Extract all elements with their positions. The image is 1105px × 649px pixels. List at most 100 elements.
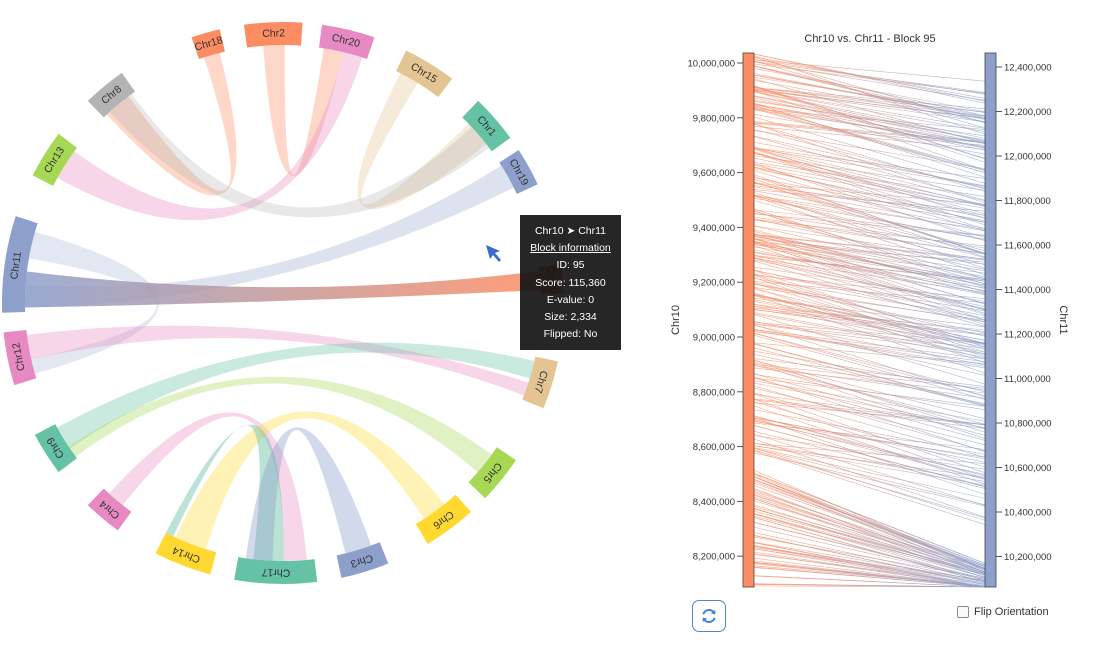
chromosome-segment[interactable] (32, 133, 77, 186)
synteny-line (753, 442, 986, 482)
synteny-line (753, 116, 986, 184)
synteny-line (753, 522, 986, 581)
synteny-line (753, 208, 986, 285)
synteny-line (753, 74, 986, 117)
synteny-ribbon[interactable] (106, 52, 237, 196)
synteny-line (753, 270, 986, 348)
synteny-line (753, 213, 986, 237)
flip-orientation-control[interactable]: Flip Orientation (957, 606, 1049, 618)
synteny-ribbon[interactable] (357, 73, 487, 210)
synteny-line (753, 443, 986, 464)
chromosome-segment[interactable] (243, 22, 303, 48)
synteny-line (753, 433, 986, 506)
synteny-line (753, 282, 986, 353)
synteny-line (753, 541, 986, 582)
synteny-ribbon[interactable] (25, 271, 541, 308)
synteny-line (753, 500, 986, 571)
synteny-line (753, 422, 986, 450)
synteny-line (753, 53, 986, 104)
synteny-ribbon[interactable] (175, 411, 445, 550)
synteny-line (753, 61, 986, 101)
synteny-line (753, 288, 986, 345)
synteny-ribbon[interactable] (109, 412, 307, 561)
synteny-line (753, 152, 986, 230)
synteny-ribbon[interactable] (263, 45, 344, 176)
synteny-line (753, 257, 986, 310)
synteny-ribbon[interactable] (245, 427, 372, 561)
tooltip-score: Score: 115,360 (535, 276, 606, 289)
synteny-line (753, 242, 986, 316)
right-axis-ticks: 12,400,000 12,200,000 12,000,000 11,800,000… (996, 63, 1052, 563)
chromosome-segment[interactable] (415, 494, 472, 544)
synteny-line (753, 435, 986, 470)
chromosome-segment[interactable] (318, 24, 375, 60)
synteny-line (753, 405, 986, 485)
chromosome-segment[interactable] (3, 329, 37, 386)
synteny-line (753, 152, 986, 217)
right-tick-label: 11,000,000 (1004, 374, 1051, 385)
synteny-line (753, 418, 986, 480)
synteny-line (753, 447, 986, 499)
synteny-ribbon[interactable] (28, 231, 159, 374)
synteny-ribbon[interactable] (109, 94, 490, 218)
synteny-line (753, 544, 986, 588)
synteny-line (753, 164, 986, 232)
synteny-line (753, 343, 986, 406)
synteny-line (753, 452, 986, 507)
synteny-line (753, 183, 986, 223)
chromosome-segment[interactable] (191, 29, 225, 60)
chromosome-segment[interactable] (522, 356, 558, 409)
synteny-line (753, 474, 986, 569)
synteny-ribbon[interactable] (26, 325, 529, 396)
left-axis-label: Chr10 (670, 305, 682, 335)
synteny-line (753, 513, 986, 582)
synteny-ribbon[interactable] (57, 342, 535, 449)
flip-orientation-checkbox[interactable] (957, 606, 969, 618)
synteny-line (753, 561, 986, 588)
synteny-line (753, 151, 986, 226)
synteny-line (753, 97, 986, 148)
synteny-line (753, 209, 986, 236)
synteny-line (753, 182, 986, 205)
chromosome-segment[interactable] (234, 557, 318, 584)
synteny-line (753, 147, 986, 179)
chromosome-segment[interactable] (396, 50, 453, 97)
chromosome-segment[interactable] (499, 149, 538, 194)
synteny-line (753, 283, 986, 334)
synteny-ribbon[interactable] (165, 424, 284, 561)
synteny-line (753, 354, 986, 405)
synteny-ribbon[interactable] (57, 52, 363, 221)
chromosome-segment[interactable] (336, 542, 389, 578)
synteny-line (753, 473, 986, 565)
chromosome-label: Chr11 (8, 251, 24, 280)
synteny-line (753, 147, 986, 219)
synteny-line (753, 491, 986, 569)
chromosome-segment[interactable] (155, 532, 217, 575)
synteny-line (753, 425, 986, 488)
right-tick-label: 10,400,000 (1004, 508, 1052, 519)
synteny-line (753, 281, 986, 304)
refresh-button[interactable] (692, 600, 726, 632)
synteny-line (753, 548, 986, 588)
synteny-line (753, 65, 986, 121)
synteny-line (753, 59, 986, 82)
synteny-line (753, 303, 986, 348)
synteny-line (753, 498, 986, 578)
refresh-icon (702, 608, 716, 624)
synteny-line (753, 450, 986, 525)
synteny-line (753, 299, 986, 344)
synteny-line (753, 359, 986, 433)
chromosome-segment[interactable] (34, 424, 77, 473)
synteny-line (753, 385, 986, 452)
synteny-line (753, 350, 986, 391)
chromosome-segment[interactable] (87, 72, 136, 118)
chromosome-segment[interactable] (462, 100, 511, 152)
chromosome-segment[interactable] (87, 488, 132, 531)
synteny-line (753, 392, 986, 458)
synteny-line (753, 108, 986, 173)
synteny-line (753, 89, 986, 129)
synteny-line (753, 283, 986, 323)
chromosome-segment[interactable] (1, 216, 38, 313)
chromosome-segment[interactable] (468, 447, 516, 499)
synteny-ribbon[interactable] (68, 376, 492, 473)
